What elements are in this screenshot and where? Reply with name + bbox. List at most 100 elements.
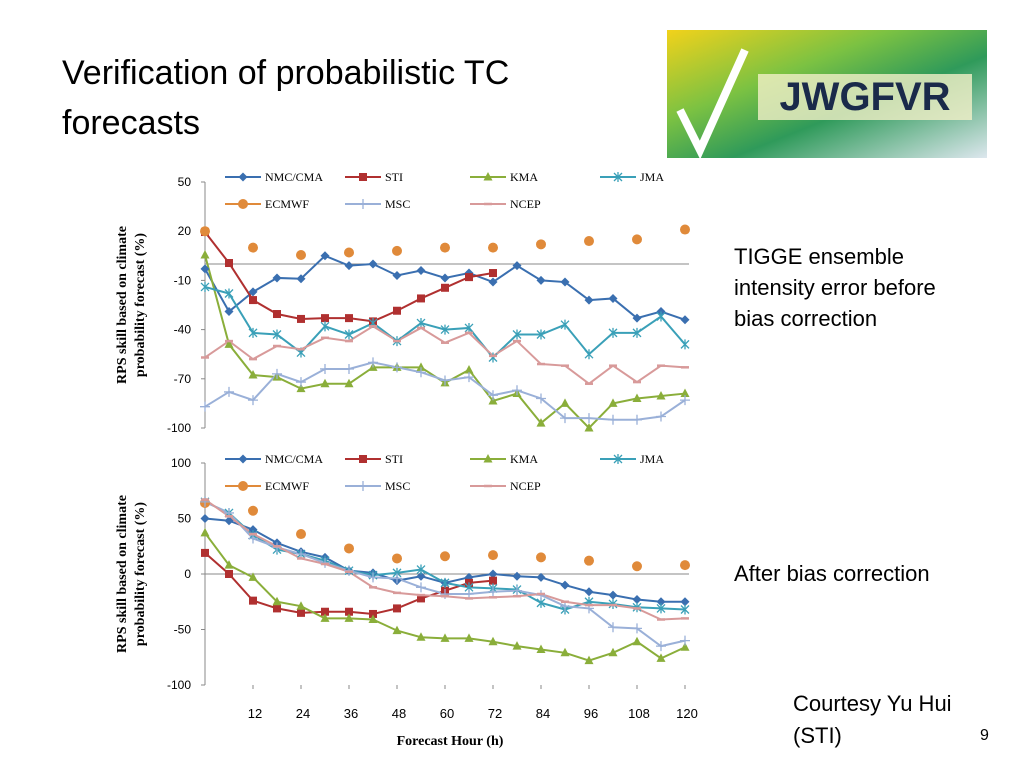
marker [416,266,426,276]
y-tick-label: 50 [178,512,192,526]
marker [321,607,329,616]
marker [440,577,450,588]
marker [584,413,594,424]
marker [632,327,642,338]
y-tick-label: -50 [174,623,192,637]
marker [680,395,690,406]
note: After bias correction [734,561,930,586]
marker [248,287,258,297]
slide-title: Verification of probabilistic TC [62,54,509,92]
y-axis-label: RPS skill based on climate [115,495,130,653]
marker [392,573,402,584]
marker [680,315,690,325]
marker [440,324,450,335]
marker [224,386,234,397]
marker [416,582,426,593]
marker [488,550,498,561]
marker [464,372,474,383]
marker [321,314,329,323]
marker [488,636,498,646]
marker [200,514,210,523]
marker [344,378,354,388]
marker [249,596,257,605]
marker [440,551,450,562]
marker [441,283,449,292]
marker [201,548,209,557]
x-tick-label: 84 [536,706,550,721]
marker [512,641,522,650]
marker [320,613,330,622]
marker [296,383,306,393]
marker [344,247,354,258]
marker [369,609,377,618]
marker [392,245,402,256]
marker [200,264,210,274]
x-tick-label: 72 [488,706,502,721]
page-number: 9 [980,727,989,744]
marker [536,239,546,250]
marker [248,505,258,516]
marker [608,647,618,657]
marker [368,614,378,624]
marker [359,173,367,181]
marker [368,259,378,269]
marker [483,172,493,181]
marker [344,261,354,271]
slide-title: forecasts [62,104,200,142]
marker [224,307,234,317]
legend-label: NMC/CMA [265,452,323,466]
marker [680,339,690,350]
marker [440,242,450,253]
y-tick-label: 50 [178,175,192,189]
marker [632,636,642,646]
y-tick-label: -70 [174,372,192,386]
marker [358,481,368,491]
marker [416,362,426,371]
marker [224,560,234,569]
marker [536,644,546,653]
marker [200,401,210,412]
y-axis-label: probability forecast (%) [133,502,148,646]
legend-label: JMA [640,170,664,184]
y-tick-label: -10 [174,273,192,287]
y-tick-label: 0 [184,567,191,581]
marker [296,529,306,540]
marker [512,585,522,596]
legend-label: KMA [510,170,538,184]
marker [560,319,570,330]
legend-label: MSC [385,479,410,493]
marker [416,367,426,378]
marker [272,329,282,340]
marker [359,455,367,463]
marker [560,580,570,590]
y-tick-label: -100 [167,678,191,692]
logo: JWGFVR [667,30,987,160]
credit: Courtesy Yu Hui [793,691,952,716]
marker [632,234,642,245]
marker [584,295,594,305]
note: TIGGE ensemble [734,244,904,269]
marker [416,571,426,581]
marker [632,623,642,634]
marker [632,595,642,605]
marker [512,385,522,396]
legend-label: JMA [640,452,664,466]
legend-label: NCEP [510,197,541,211]
marker [536,275,546,285]
marker [584,655,594,665]
marker [680,642,690,651]
marker [392,625,402,635]
marker [656,411,666,422]
marker [296,601,306,610]
legend-label: STI [385,452,403,466]
marker [368,572,378,583]
y-tick-label: 100 [171,456,191,470]
marker [392,553,402,564]
marker [584,587,594,597]
marker [488,242,498,253]
marker [225,570,233,578]
marker [392,362,402,373]
legend-label: KMA [510,452,538,466]
y-tick-label: 20 [178,224,192,238]
logo-plate [758,74,972,120]
